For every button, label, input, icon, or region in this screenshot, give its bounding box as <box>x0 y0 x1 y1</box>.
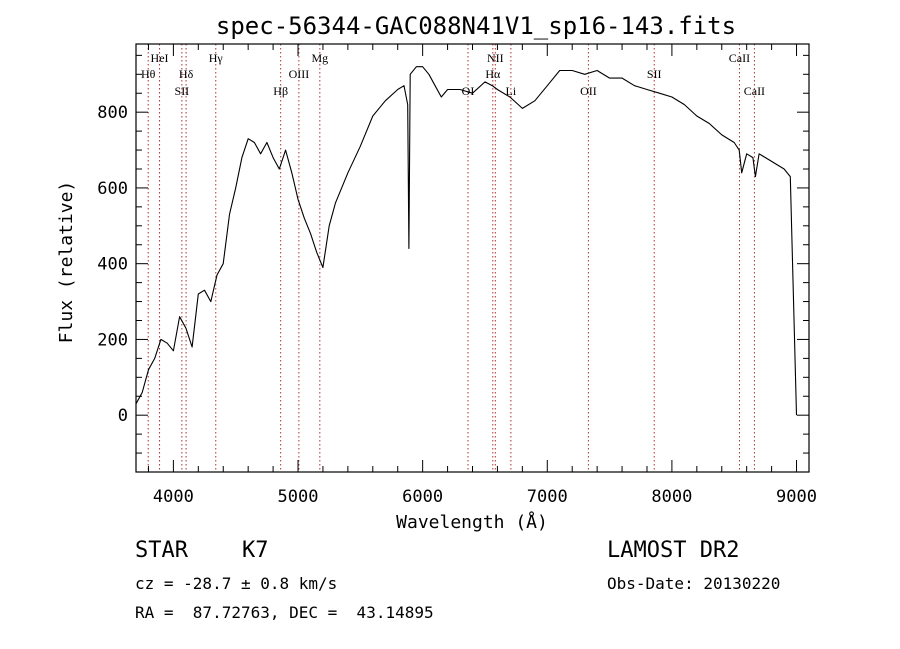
observation-date: Obs-Date: 20130220 <box>607 574 781 593</box>
marker-label-12: OII <box>580 84 597 98</box>
y-tick-label-4: 800 <box>97 103 128 123</box>
marker-label-10: Hα <box>485 67 501 81</box>
marker-label-0: HeI <box>151 51 169 65</box>
marker-label-9: NII <box>487 51 504 65</box>
marker-label-15: CaII <box>744 84 765 98</box>
marker-label-1: Hθ <box>141 67 156 81</box>
x-axis-label: Wavelength (Å) <box>396 511 548 533</box>
coordinates-line: RA = 87.72763, DEC = 43.14895 <box>135 603 434 622</box>
marker-label-3: SII <box>175 84 190 98</box>
redshift-line: cz = -28.7 ± 0.8 km/s <box>135 574 338 593</box>
marker-label-6: OIII <box>289 67 310 81</box>
chart-title: spec-56344-GAC088N41V1_sp16-143.fits <box>216 12 736 40</box>
object-type: STAR <box>135 538 188 563</box>
y-tick-label-3: 600 <box>97 179 128 199</box>
y-tick-label-1: 200 <box>97 330 128 350</box>
y-axis-label: Flux (relative) <box>56 181 77 344</box>
object-subclass: K7 <box>242 538 269 563</box>
marker-label-5: Hβ <box>273 84 288 98</box>
plot-frame <box>135 43 810 473</box>
y-tick-label-2: 400 <box>97 255 128 275</box>
marker-label-7: Mg <box>311 51 328 65</box>
axis-ticks: 4000 5000 6000 7000 8000 9000 0 200 400 600 800 <box>97 44 817 507</box>
series-group <box>135 66 798 416</box>
marker-label-4: Hγ <box>209 51 224 65</box>
x-tick-label-0: 4000 <box>153 487 194 507</box>
x-tick-label-3: 7000 <box>527 487 568 507</box>
marker-label-11: Li <box>506 84 517 98</box>
x-tick-label-4: 8000 <box>651 487 692 507</box>
marker-label-14: CaII <box>729 51 750 65</box>
x-tick-label-1: 5000 <box>278 487 319 507</box>
marker-label-8: OI <box>462 84 475 98</box>
spectrum-line-0 <box>135 66 798 416</box>
y-tick-label-0: 0 <box>118 406 128 426</box>
marker-label-2: Hδ <box>179 67 194 81</box>
marker-label-13: SII <box>647 67 662 81</box>
x-tick-label-5: 9000 <box>776 487 817 507</box>
survey-name: LAMOST DR2 <box>607 538 740 563</box>
x-tick-label-2: 6000 <box>402 487 443 507</box>
